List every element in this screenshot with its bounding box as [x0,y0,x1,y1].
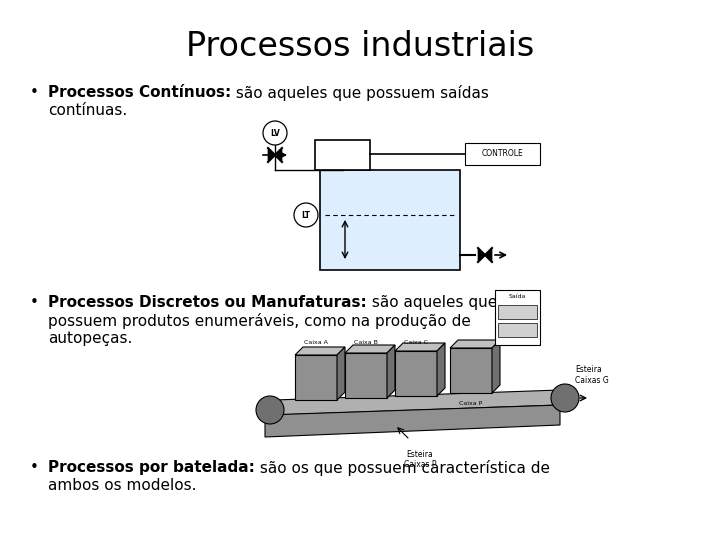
Text: LV: LV [270,129,280,138]
Text: Processos Contínuos:: Processos Contínuos: [48,85,231,100]
Text: Caixa C: Caixa C [404,340,428,345]
Bar [315,140,370,170]
Polygon shape [395,343,445,351]
Text: autopeças.: autopeças. [48,331,132,346]
Text: Caixa P: Caixa P [459,401,482,406]
Circle shape [551,384,579,412]
Polygon shape [295,347,345,355]
Bar [495,290,540,345]
Polygon shape [387,345,395,398]
Text: ambos os modelos.: ambos os modelos. [48,478,197,493]
Text: Caixa A: Caixa A [304,340,328,345]
Text: Caixa B: Caixa B [354,340,378,345]
Circle shape [294,203,318,227]
Text: Esteira
Caixas G: Esteira Caixas G [575,365,608,384]
Bar [498,323,537,337]
Polygon shape [450,340,500,348]
Circle shape [256,396,284,424]
Text: Esteira
Caixas P: Esteira Caixas P [404,450,436,469]
Bar [450,348,492,393]
Text: •: • [30,295,39,310]
Polygon shape [492,340,500,393]
Text: Processos Discretos ou Manufaturas:: Processos Discretos ou Manufaturas: [48,295,366,310]
Text: Processos por batelada:: Processos por batelada: [48,460,255,475]
Polygon shape [275,148,282,162]
Text: Saída: Saída [509,294,526,299]
Text: são aqueles que: são aqueles que [366,295,497,310]
Polygon shape [437,343,445,396]
Polygon shape [337,347,345,400]
Polygon shape [275,390,560,415]
Polygon shape [485,248,492,262]
Text: •: • [30,460,39,475]
Polygon shape [478,248,485,262]
Bar [320,170,460,270]
Text: possuem produtos enumeráveis, como na produção de: possuem produtos enumeráveis, como na pr… [48,313,471,329]
Bar [295,355,337,400]
Bar [345,353,387,398]
Bar [498,305,537,319]
Polygon shape [265,405,560,437]
Text: CONTROLE: CONTROLE [482,150,523,159]
Text: são os que possuem característica de: são os que possuem característica de [255,460,550,476]
Text: contínuas.: contínuas. [48,103,127,118]
Polygon shape [268,148,275,162]
Text: são aqueles que possuem saídas: são aqueles que possuem saídas [231,85,489,101]
Circle shape [263,121,287,145]
Text: Processos industriais: Processos industriais [186,30,534,63]
Bar [465,143,540,165]
Text: LT: LT [302,211,310,219]
Text: •: • [30,85,39,100]
Bar [395,351,437,396]
Polygon shape [345,345,395,353]
